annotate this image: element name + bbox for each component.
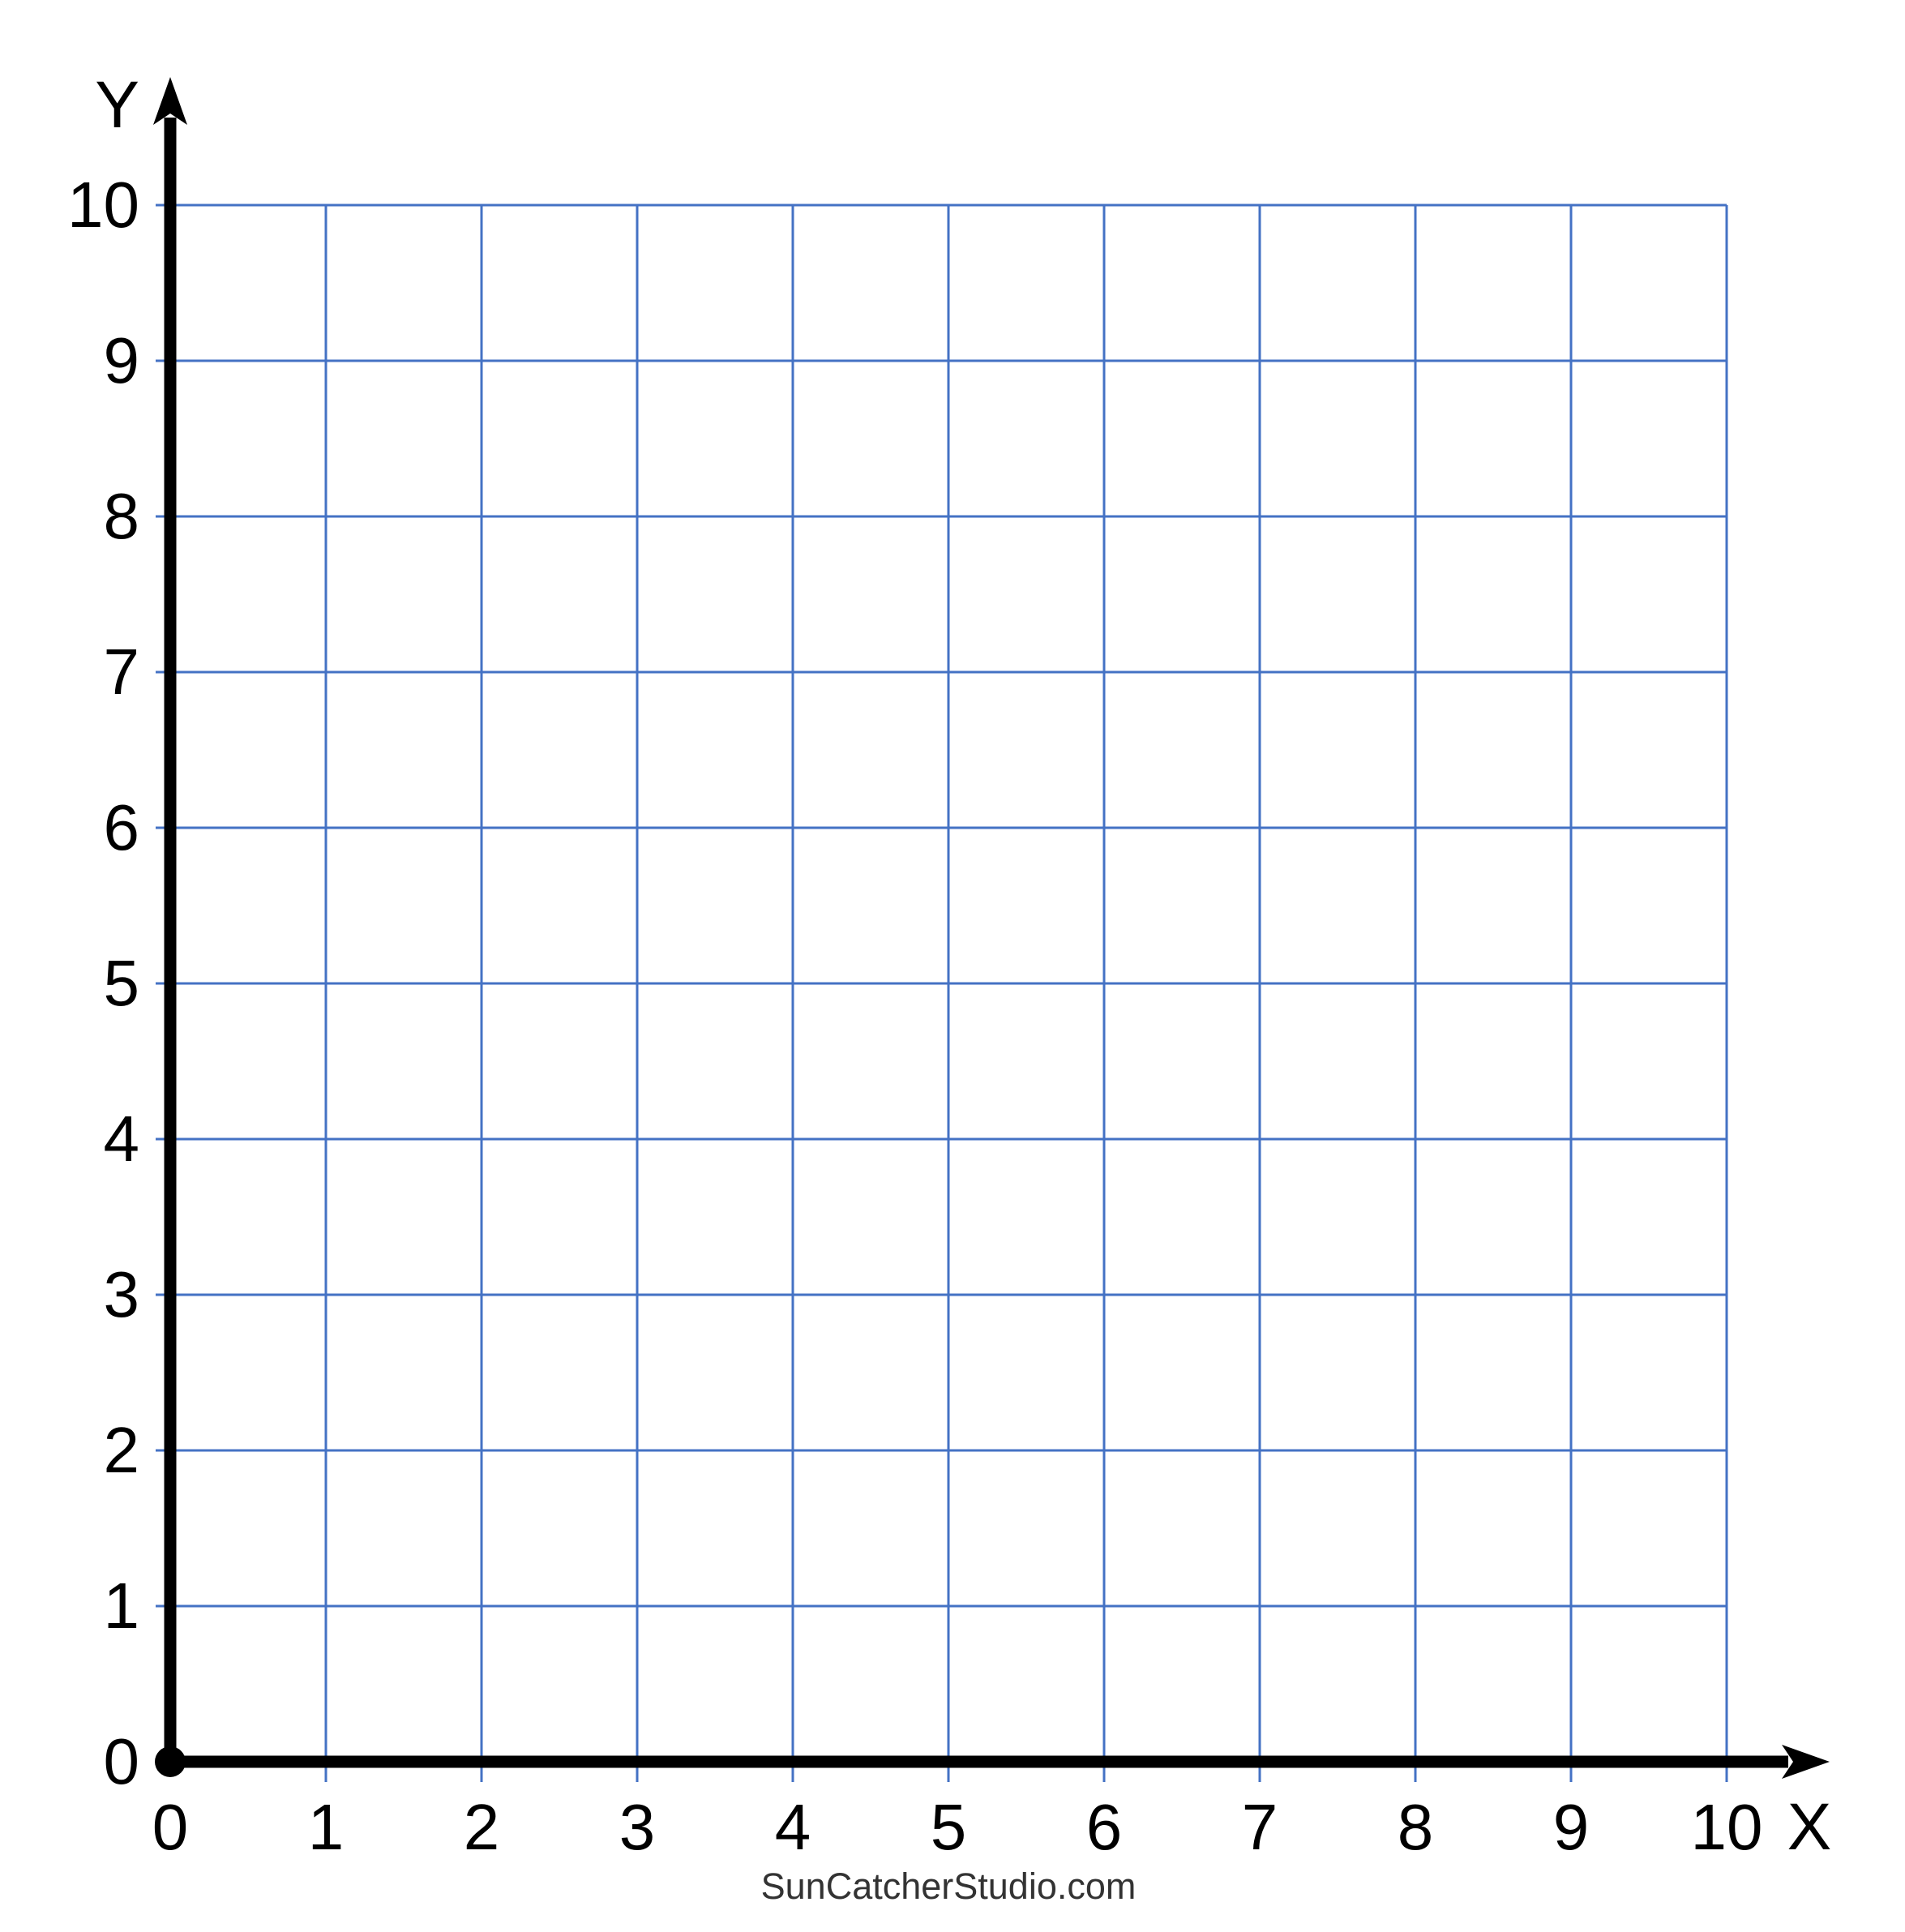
y-tick-label: 7	[103, 636, 140, 708]
y-tick-label: 8	[103, 480, 140, 552]
y-tick-label: 9	[103, 324, 140, 396]
x-tick-label: 4	[774, 1791, 811, 1863]
x-tick-label: 0	[152, 1791, 189, 1863]
axes	[153, 77, 1830, 1779]
x-axis-label: X	[1787, 1790, 1832, 1864]
y-tick-label: 1	[103, 1570, 140, 1642]
y-tick-label: 3	[103, 1258, 140, 1330]
x-tick-label: 5	[930, 1791, 967, 1863]
y-tick-label: 2	[103, 1414, 140, 1486]
y-axis-label: Y	[95, 68, 139, 142]
x-tick-label: 10	[1690, 1791, 1763, 1863]
y-tick-label: 5	[103, 947, 140, 1019]
grid-lines	[156, 203, 1728, 1782]
y-tick-label: 4	[103, 1103, 140, 1175]
x-tick-label: 1	[307, 1791, 345, 1863]
y-tick-label: 6	[103, 791, 140, 863]
watermark-text: SunCatcherStudio.com	[760, 1866, 1137, 1907]
x-tick-label: 2	[463, 1791, 500, 1863]
y-axis-arrowhead-icon	[153, 77, 187, 125]
y-tick-label: 0	[103, 1725, 140, 1797]
x-tick-label: 6	[1085, 1791, 1123, 1863]
x-tick-label: 9	[1552, 1791, 1590, 1863]
x-tick-label: 7	[1241, 1791, 1278, 1863]
x-tick-label: 3	[619, 1791, 656, 1863]
x-tick-label: 8	[1397, 1791, 1434, 1863]
origin-point	[155, 1746, 186, 1777]
x-axis-arrowhead-icon	[1782, 1745, 1830, 1779]
y-tick-label: 10	[67, 169, 139, 241]
